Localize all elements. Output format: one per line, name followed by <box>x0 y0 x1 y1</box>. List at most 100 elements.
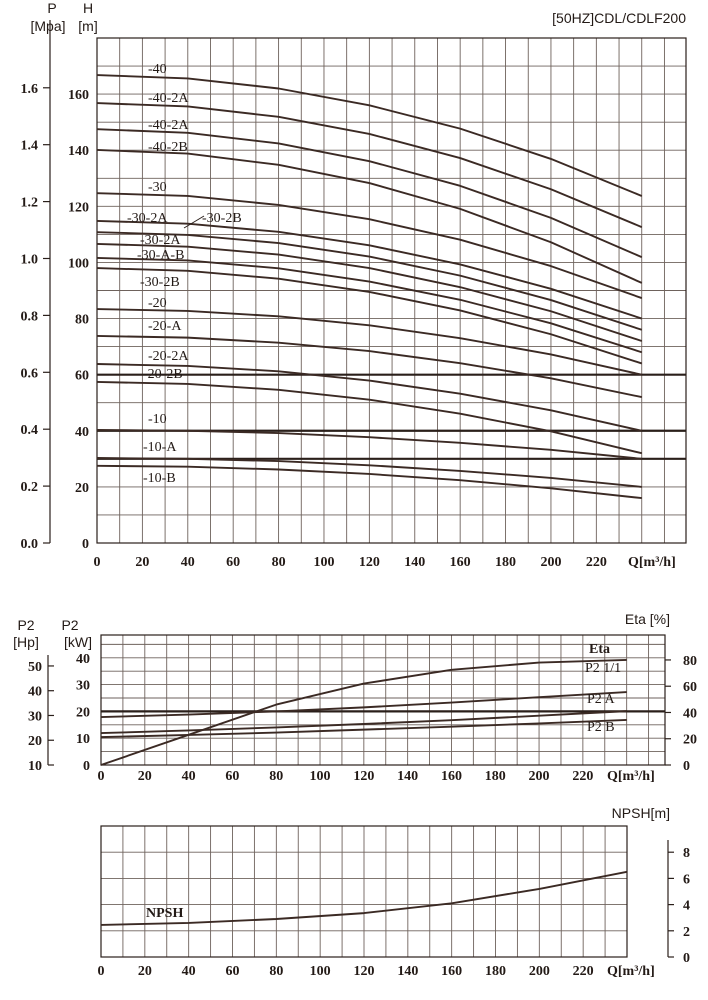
curve-label: -10 <box>148 412 167 427</box>
y-tick-label: 40 <box>76 652 90 667</box>
x-tick-label: 180 <box>485 769 506 784</box>
x-tick-label: 200 <box>529 769 550 784</box>
x-tick-label: 120 <box>353 769 374 784</box>
curve <box>100 870 628 926</box>
curve-label: -40-2A <box>148 91 189 106</box>
x-tick-label: 60 <box>225 769 239 784</box>
x-tick-label: 220 <box>572 769 593 784</box>
x-tick-label: 80 <box>269 964 283 979</box>
x-tick-label: 80 <box>269 769 283 784</box>
label-leader <box>183 215 205 229</box>
x-tick-label: 0 <box>94 555 101 570</box>
y-axis-title: NPSH[m] <box>612 805 670 821</box>
curve-label: -30-A-B <box>137 248 184 263</box>
curve <box>96 308 642 376</box>
x-tick-label: 20 <box>135 555 149 570</box>
y3-tick-label: 10 <box>28 759 42 774</box>
y2-tick-label: 0.0 <box>21 537 39 552</box>
curve <box>96 192 643 299</box>
y2-tick-label: 1.6 <box>21 82 39 97</box>
curve-label: -40-2A <box>148 118 189 133</box>
curve <box>96 457 642 488</box>
curve-label: -30-2B <box>140 275 180 290</box>
y3-tick-label: 20 <box>28 734 42 749</box>
curve <box>96 428 642 460</box>
y-tick-label: 20 <box>75 481 89 496</box>
curve-label: -30 <box>148 180 167 195</box>
y3-tick-label: 30 <box>28 709 42 724</box>
y3-tick-label: 40 <box>28 685 42 700</box>
y-axis-title: P2 <box>61 617 78 633</box>
x-tick-label: 100 <box>310 964 331 979</box>
y2-tick-label: 60 <box>683 680 697 695</box>
y2-tick-label: 1.2 <box>21 196 39 211</box>
x-tick-label: 220 <box>573 964 594 979</box>
y2-axis-title: Eta [%] <box>625 611 670 627</box>
y-tick-label: 60 <box>75 369 89 384</box>
curve-label: Eta <box>589 642 610 657</box>
x-tick-label: 200 <box>529 964 550 979</box>
x-axis-label: Q[m³/h] <box>607 964 655 979</box>
x-tick-label: 60 <box>226 964 240 979</box>
y2-tick-label: 80 <box>683 654 697 669</box>
y-tick-label: 80 <box>75 313 89 328</box>
y2-axis-unit: [Mpa] <box>30 18 65 34</box>
curve <box>96 267 643 365</box>
x-tick-label: 160 <box>441 964 462 979</box>
y-tick-label: 2 <box>683 925 690 940</box>
curve-label: -40-2B <box>148 140 188 155</box>
curve <box>96 219 643 320</box>
y-tick-label: 0 <box>83 759 90 774</box>
curve <box>96 242 643 342</box>
x-tick-label: 160 <box>450 555 471 570</box>
curve-label: P2 B <box>587 720 615 735</box>
x-tick-label: 0 <box>98 964 105 979</box>
y-tick-label: 10 <box>76 732 90 747</box>
curve-label: -30-2A <box>140 233 181 248</box>
y-tick-label: 140 <box>68 144 89 159</box>
curve <box>96 257 643 354</box>
curve-label: -20-2B <box>143 367 183 382</box>
x-axis-label: Q[m³/h] <box>628 555 676 570</box>
curve <box>96 335 642 399</box>
plot-frame <box>96 37 687 544</box>
curve-label: -40 <box>148 62 167 77</box>
curve <box>96 381 642 455</box>
curve-label: -30-2A <box>127 211 168 226</box>
curve <box>96 464 642 500</box>
x-tick-label: 120 <box>354 964 375 979</box>
curve <box>96 231 643 331</box>
y-tick-label: 8 <box>683 846 690 861</box>
y-axis-unit: [kW] <box>64 634 92 650</box>
x-tick-label: 40 <box>182 964 196 979</box>
curve-label: -20-2A <box>148 349 189 364</box>
x-axis-label: Q[m³/h] <box>607 769 655 784</box>
y-tick-label: 100 <box>68 256 89 271</box>
chart-title: [50HZ]CDL/CDLF200 <box>552 10 686 26</box>
y3-tick-label: 50 <box>28 660 42 675</box>
y-tick-label: 4 <box>683 899 690 914</box>
curve-label: P2 A <box>587 692 616 707</box>
x-tick-label: 40 <box>181 555 195 570</box>
y-tick-label: 120 <box>68 200 89 215</box>
curve <box>100 710 627 735</box>
curve-label: -20 <box>148 296 167 311</box>
y2-tick-label: 0.6 <box>21 366 39 381</box>
plot-frame <box>100 825 628 958</box>
y3-axis-unit: [Hp] <box>13 634 39 650</box>
x-tick-label: 140 <box>397 964 418 979</box>
y2-tick-label: 0.8 <box>21 309 39 324</box>
x-tick-label: 180 <box>485 964 506 979</box>
x-tick-label: 120 <box>359 555 380 570</box>
y2-tick-label: 40 <box>683 706 697 721</box>
x-tick-label: 100 <box>310 769 331 784</box>
y2-tick-label: 0 <box>683 759 690 774</box>
x-tick-label: 160 <box>441 769 462 784</box>
curve <box>96 148 643 284</box>
curve <box>100 719 627 739</box>
y-tick-label: 0 <box>82 537 89 552</box>
x-tick-label: 0 <box>98 769 105 784</box>
y2-tick-label: 0.4 <box>21 423 39 438</box>
y2-tick-label: 20 <box>683 733 697 748</box>
